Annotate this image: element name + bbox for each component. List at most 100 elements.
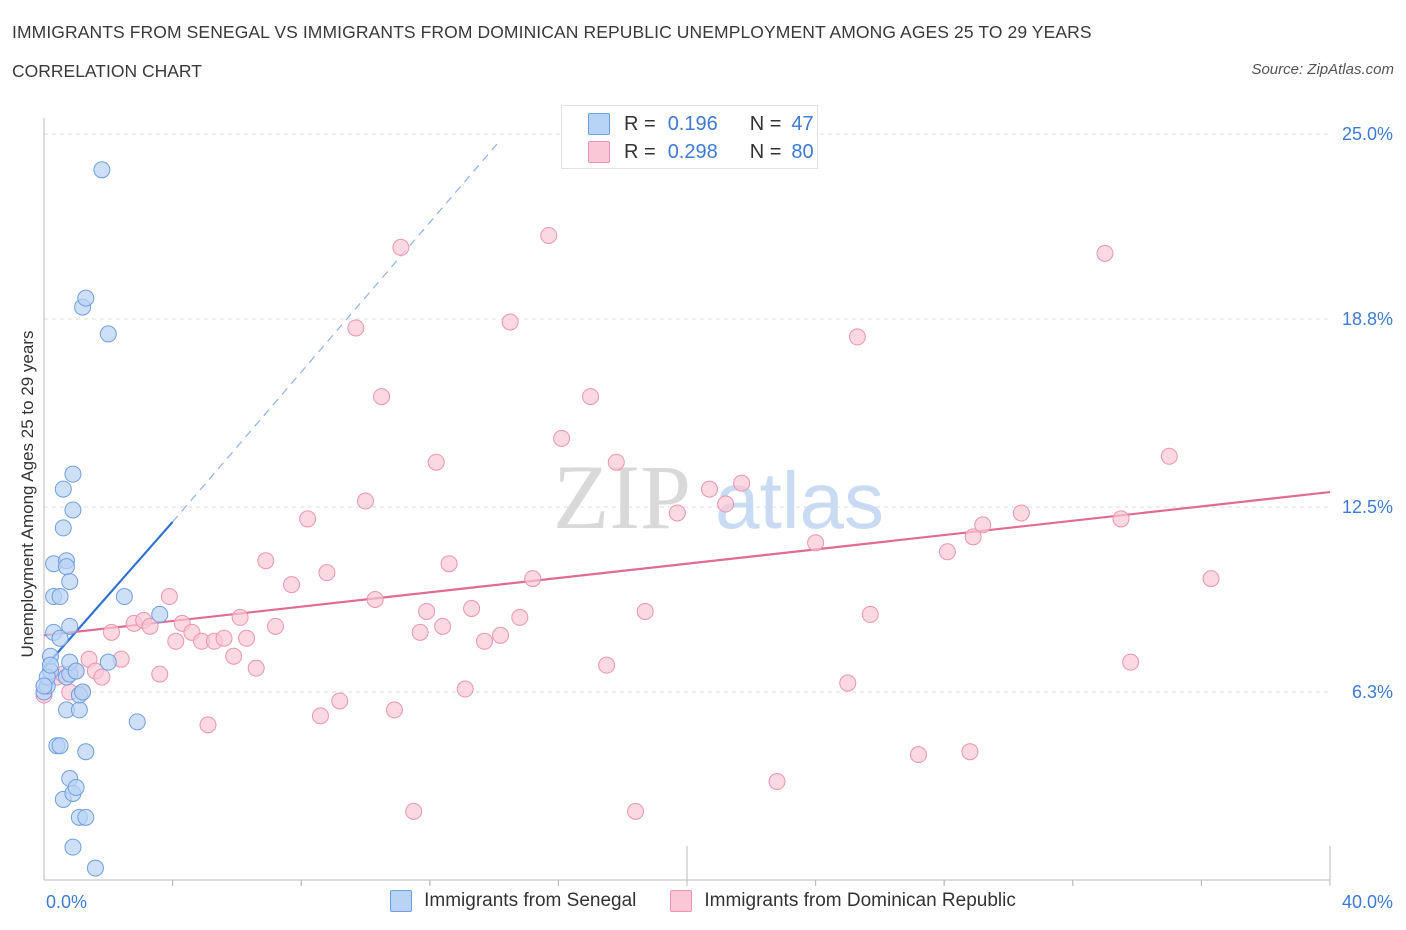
dominican-point-14 bbox=[151, 665, 169, 683]
x-tick-label-1: 40.0% bbox=[1342, 892, 1393, 912]
dominican-point-29 bbox=[283, 576, 301, 594]
dominican-point-23 bbox=[225, 647, 243, 665]
dominican-point-45 bbox=[440, 555, 458, 573]
dominican-point-40 bbox=[405, 802, 423, 820]
senegal-point-8 bbox=[51, 737, 69, 755]
dominican-point-38 bbox=[385, 701, 403, 719]
dominican-point-35 bbox=[357, 492, 374, 510]
legend-r-label: R = bbox=[624, 140, 656, 163]
dominican-point-47 bbox=[463, 599, 481, 617]
legend-item-dominican[interactable]: Immigrants from Dominican Republic bbox=[670, 890, 1016, 912]
legend-item-senegal[interactable]: Immigrants from Senegal bbox=[390, 890, 636, 912]
dominican-point-43 bbox=[427, 453, 445, 471]
dominican-point-52 bbox=[524, 570, 542, 588]
dominican-point-59 bbox=[636, 602, 654, 620]
dominican-point-75 bbox=[1096, 244, 1114, 262]
dominican-point-41 bbox=[411, 623, 429, 641]
axis-labels: 6.3% 12.5% 18.8% 25.0% 0.0% 40.0% bbox=[46, 124, 1393, 912]
dominican-point-50 bbox=[501, 313, 519, 331]
dominican-point-37 bbox=[373, 388, 391, 406]
dominican-point-69 bbox=[909, 746, 927, 764]
dominican-point-74 bbox=[1012, 504, 1030, 522]
senegal-point-28 bbox=[67, 662, 85, 680]
legend-r-dominican: 0.298 bbox=[667, 140, 718, 163]
chart-title: IMMIGRANTS FROM SENEGAL VS IMMIGRANTS FR… bbox=[12, 22, 1092, 42]
dominican-point-25 bbox=[238, 629, 256, 647]
dominican-point-26 bbox=[247, 659, 265, 677]
dominican-point-13 bbox=[141, 617, 159, 635]
dominican-point-53 bbox=[540, 226, 558, 244]
legend-row-dominican: R = 0.298 N = 80 bbox=[588, 140, 814, 164]
legend-row-senegal: R = 0.196 N = 47 bbox=[588, 112, 814, 136]
dominican-point-42 bbox=[418, 602, 436, 620]
legend-swatch-senegal bbox=[588, 113, 610, 135]
dominican-point-51 bbox=[511, 608, 529, 626]
dominican-point-64 bbox=[768, 773, 786, 791]
legend-n-dominican: 80 bbox=[791, 140, 814, 163]
senegal-point-40 bbox=[99, 653, 117, 671]
dominican-point-77 bbox=[1122, 653, 1140, 671]
dominican-point-31 bbox=[311, 707, 329, 725]
axes bbox=[43, 118, 1331, 886]
dominican-point-76 bbox=[1112, 510, 1130, 528]
senegal-point-42 bbox=[128, 713, 146, 731]
legend-r-senegal: 0.196 bbox=[667, 112, 718, 135]
y-tick-label-3: 25.0% bbox=[1342, 124, 1393, 144]
source-label: Source: ZipAtlas.com bbox=[1251, 61, 1394, 78]
legend-n-label: N = bbox=[749, 112, 782, 135]
y-tick-label-2: 18.8% bbox=[1342, 309, 1393, 329]
dominican-point-73 bbox=[974, 516, 992, 534]
dominican-point-8 bbox=[93, 668, 111, 686]
senegal-point-15 bbox=[58, 558, 76, 576]
chart-subtitle: CORRELATION CHART bbox=[12, 61, 202, 81]
y-tick-label-0: 6.3% bbox=[1352, 682, 1393, 702]
series-legend: Immigrants from Senegal Immigrants from … bbox=[0, 890, 1406, 912]
senegal-point-9 bbox=[51, 629, 69, 647]
dominican-point-20 bbox=[199, 716, 217, 734]
dominican-point-72 bbox=[964, 528, 982, 546]
legend-swatch-dominican bbox=[670, 890, 693, 912]
dominican-point-58 bbox=[627, 802, 645, 820]
dominican-point-71 bbox=[961, 743, 979, 761]
dominican-point-15 bbox=[160, 588, 178, 606]
dominican-point-54 bbox=[553, 429, 571, 447]
data-points bbox=[35, 161, 1220, 877]
senegal-point-10 bbox=[51, 588, 69, 606]
dominican-point-27 bbox=[257, 552, 275, 570]
dominican-point-56 bbox=[598, 656, 616, 674]
senegal-point-25 bbox=[64, 465, 82, 483]
y-tick-label-1: 12.5% bbox=[1342, 497, 1393, 517]
dominican-point-79 bbox=[1202, 570, 1220, 588]
dominican-point-63 bbox=[733, 474, 751, 492]
senegal-point-26 bbox=[64, 501, 82, 519]
senegal-point-13 bbox=[54, 480, 72, 498]
dominican-point-24 bbox=[231, 608, 249, 626]
legend-swatch-dominican bbox=[588, 141, 610, 163]
legend-r-label: R = bbox=[624, 112, 656, 135]
dominican-point-65 bbox=[807, 534, 825, 552]
senegal-point-41 bbox=[115, 588, 133, 606]
grid-lines bbox=[44, 133, 1330, 693]
dominican-point-44 bbox=[434, 617, 452, 635]
senegal-point-36 bbox=[77, 743, 95, 761]
senegal-point-45 bbox=[41, 656, 59, 674]
senegal-point-23 bbox=[64, 838, 82, 856]
dominican-point-66 bbox=[839, 674, 857, 692]
dominican-point-60 bbox=[668, 504, 686, 522]
dominican-point-48 bbox=[475, 632, 493, 650]
senegal-point-27 bbox=[67, 778, 85, 796]
dominican-point-34 bbox=[347, 319, 365, 337]
senegal-point-35 bbox=[77, 808, 95, 826]
senegal-point-38 bbox=[93, 161, 111, 179]
watermark-atlas: atlas bbox=[715, 456, 884, 545]
legend-swatch-senegal bbox=[390, 890, 413, 912]
dominican-point-33 bbox=[331, 692, 349, 710]
dominican-point-39 bbox=[392, 238, 410, 256]
senegal-point-12 bbox=[54, 519, 72, 537]
dominican-point-55 bbox=[582, 388, 600, 406]
senegal-point-43 bbox=[151, 605, 169, 623]
senegal-point-46 bbox=[35, 677, 53, 695]
senegal-point-21 bbox=[61, 573, 79, 591]
x-tick-label-0: 0.0% bbox=[46, 892, 87, 912]
